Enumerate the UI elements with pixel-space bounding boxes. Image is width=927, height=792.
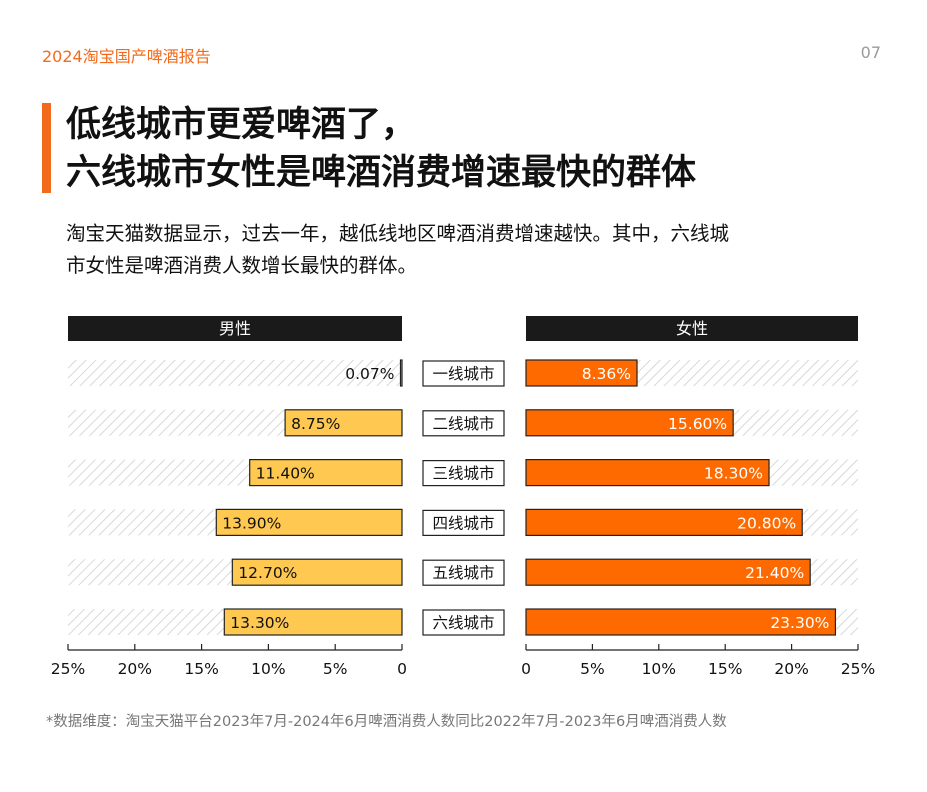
- female-bar: [525, 359, 638, 387]
- female-bar: [525, 459, 770, 487]
- female-bar-data-label: 21.40%: [745, 564, 804, 582]
- page-title-line-1: 低线城市更爱啤酒了，: [66, 105, 417, 145]
- page-number: 07: [860, 43, 881, 62]
- female-bar: [525, 409, 734, 437]
- female-header-bar: [526, 316, 858, 341]
- category-box: [422, 460, 505, 487]
- female-axis-tick-label: 15%: [708, 660, 742, 678]
- male-axis-tick-label: 10%: [251, 660, 285, 678]
- report-tag: 2024淘宝国产啤酒报告: [42, 47, 211, 66]
- page-subtitle-line-1: 淘宝天猫数据显示，过去一年，越低线地区啤酒消费增速越快。其中，六线城: [66, 222, 730, 245]
- female-axis-tick-label: 25%: [841, 660, 875, 678]
- male-axis-tick-label: 20%: [118, 660, 152, 678]
- male-bar-data-label: 12.70%: [238, 564, 297, 582]
- male-bar: [231, 558, 403, 586]
- category-label: 四线城市: [432, 514, 494, 532]
- title-accent-bar: [42, 103, 51, 193]
- category-box: [422, 410, 505, 437]
- female-bar-data-label: 15.60%: [668, 415, 727, 433]
- male-header-bar: [68, 316, 402, 341]
- male-axis-tick-label: 15%: [184, 660, 218, 678]
- female-bar-data-label: 20.80%: [737, 514, 796, 532]
- male-header-label: 男性: [219, 319, 251, 338]
- female-axis-tick-label: 20%: [774, 660, 808, 678]
- category-box: [422, 609, 505, 636]
- category-box: [422, 509, 505, 536]
- male-bar-data-label: 0.07%: [345, 365, 394, 383]
- page-title: 低线城市更爱啤酒了， 六线城市女性是啤酒消费增速最快的群体: [66, 101, 696, 197]
- female-bar-data-label: 18.30%: [704, 465, 763, 483]
- male-axis-tick-label: 25%: [51, 660, 85, 678]
- male-bar: [249, 459, 403, 487]
- male-bar: [399, 359, 403, 387]
- male-bar-data-label: 11.40%: [256, 465, 315, 483]
- female-header-label: 女性: [676, 319, 708, 338]
- female-axis-tick-label: 5%: [580, 660, 605, 678]
- category-label: 五线城市: [432, 564, 494, 582]
- category-label: 三线城市: [432, 465, 494, 483]
- category-label: 二线城市: [432, 415, 494, 433]
- category-label: 一线城市: [432, 365, 494, 383]
- male-axis-tick-label: 0: [397, 660, 407, 678]
- male-bar-data-label: 8.75%: [291, 415, 340, 433]
- page-subtitle-line-2: 市女性是啤酒消费人数增长最快的群体。: [66, 254, 418, 277]
- male-bar: [215, 508, 403, 536]
- footnote: *数据维度：淘宝天猫平台2023年7月-2024年6月啤酒消费人数同比2022年…: [46, 714, 727, 730]
- category-label: 六线城市: [432, 614, 494, 632]
- female-axis-tick-label: 10%: [642, 660, 676, 678]
- female-bar-data-label: 23.30%: [770, 614, 829, 632]
- male-bar-data-label: 13.90%: [222, 514, 281, 532]
- page-subtitle: 淘宝天猫数据显示，过去一年，越低线地区啤酒消费增速越快。其中，六线城 市女性是啤…: [66, 218, 856, 282]
- male-bar: [223, 608, 403, 636]
- category-box: [422, 559, 505, 586]
- male-axis-tick-label: 5%: [323, 660, 348, 678]
- female-axis-tick-label: 0: [521, 660, 531, 678]
- male-bar-data-label: 13.30%: [230, 614, 289, 632]
- page-title-line-2: 六线城市女性是啤酒消费增速最快的群体: [66, 153, 697, 193]
- female-bar: [525, 608, 837, 636]
- female-bar-data-label: 8.36%: [582, 365, 631, 383]
- male-bar: [284, 409, 403, 437]
- male-bar-background: [68, 360, 402, 386]
- female-bar: [525, 508, 803, 536]
- female-bar: [525, 558, 811, 586]
- chart-root: 男性 女性 0.07% 8.36% 一线城市 8.75% 15.60% 二线城市 11.40% 1…: [51, 316, 875, 678]
- category-box: [422, 360, 505, 387]
